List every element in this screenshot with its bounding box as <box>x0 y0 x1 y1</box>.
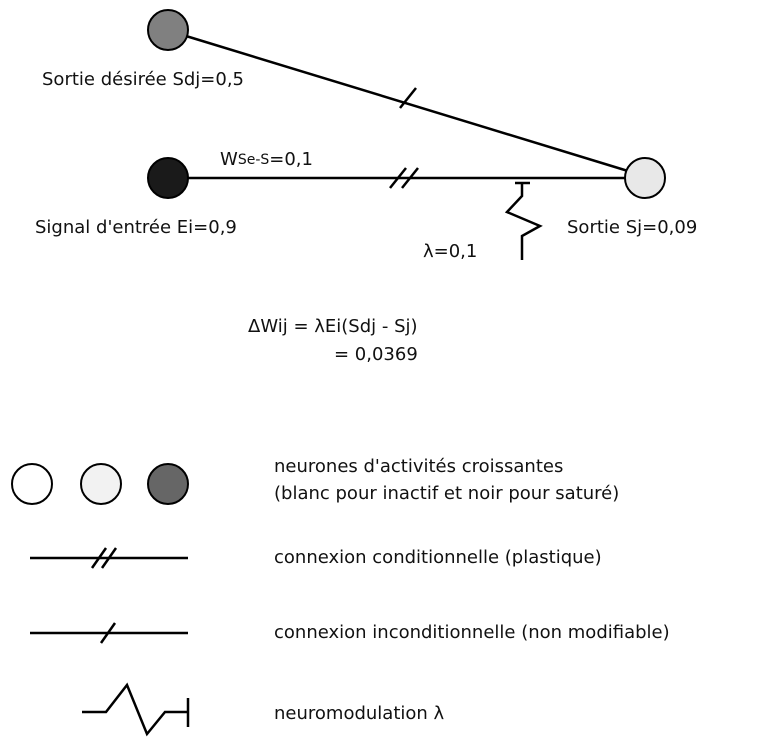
legend-label: (blanc pour inactif et noir pour saturé) <box>274 483 619 504</box>
node-label: Sortie Sj=0,09 <box>567 217 697 238</box>
slash <box>99 622 117 644</box>
slash <box>90 547 108 569</box>
legend-label: connexion conditionnelle (plastique) <box>274 547 602 568</box>
unconditional-connection <box>185 34 629 173</box>
legend-node <box>80 463 122 505</box>
slash <box>389 167 407 189</box>
weight-label: WSe-S=0,1 <box>220 149 313 170</box>
desired-output-node <box>147 9 189 51</box>
slash <box>399 87 417 109</box>
weight-symbol: W <box>220 149 238 170</box>
modulation-label: λ=0,1 <box>423 241 477 262</box>
legend-node <box>147 463 189 505</box>
legend-label: neurones d'activités croissantes <box>274 456 563 477</box>
weight-value: =0,1 <box>269 149 313 170</box>
formula: = 0,0369 <box>334 344 418 365</box>
node-label: Signal d'entrée Ei=0,9 <box>35 217 237 238</box>
slash <box>401 167 419 189</box>
weight-subscript: Se-S <box>238 152 270 168</box>
legend-label: neuromodulation λ <box>274 703 445 724</box>
neuromodulation <box>504 181 543 260</box>
input-node <box>147 157 189 199</box>
formula: ΔWij = λEi(Sdj - Sj) <box>248 316 418 337</box>
legend-label: connexion inconditionnelle (non modifiab… <box>274 622 670 643</box>
output-node <box>624 157 666 199</box>
node-label: Sortie désirée Sdj=0,5 <box>42 69 244 90</box>
legend-neuromodulation <box>82 682 190 737</box>
legend-node <box>11 463 53 505</box>
slash <box>100 547 118 569</box>
